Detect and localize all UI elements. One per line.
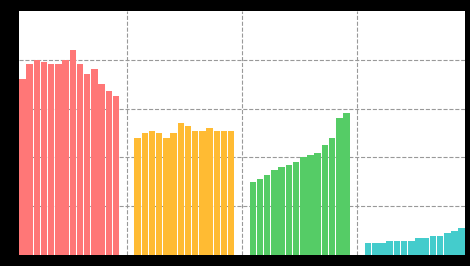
Bar (113, 96, 119, 255)
Bar (199, 131, 206, 255)
Bar (379, 243, 386, 255)
Bar (134, 138, 141, 255)
Bar (386, 241, 393, 255)
Bar (336, 118, 343, 255)
Bar (98, 84, 105, 255)
Bar (141, 133, 148, 255)
Bar (321, 145, 328, 255)
Bar (206, 128, 213, 255)
Bar (372, 243, 378, 255)
Bar (300, 157, 306, 255)
Bar (48, 64, 55, 255)
Bar (365, 243, 371, 255)
Bar (250, 182, 256, 255)
Bar (264, 174, 271, 255)
Bar (178, 123, 184, 255)
Bar (77, 64, 83, 255)
Bar (314, 153, 321, 255)
Bar (415, 238, 422, 255)
Bar (33, 60, 40, 255)
Bar (163, 138, 170, 255)
Bar (70, 50, 76, 255)
Bar (458, 228, 465, 255)
Bar (63, 60, 69, 255)
Bar (84, 74, 90, 255)
Bar (343, 113, 350, 255)
Bar (91, 69, 98, 255)
Bar (221, 131, 227, 255)
Bar (444, 233, 451, 255)
Bar (192, 131, 198, 255)
Bar (293, 162, 299, 255)
Bar (55, 64, 62, 255)
Bar (278, 167, 285, 255)
Bar (394, 241, 400, 255)
Bar (19, 79, 26, 255)
Bar (401, 241, 407, 255)
Bar (185, 126, 191, 255)
Bar (41, 62, 47, 255)
Bar (271, 170, 278, 255)
Bar (408, 241, 415, 255)
Bar (213, 131, 220, 255)
Bar (106, 92, 112, 255)
Bar (26, 64, 33, 255)
Bar (430, 236, 436, 255)
Bar (329, 138, 335, 255)
Bar (423, 238, 429, 255)
Bar (171, 133, 177, 255)
Bar (286, 165, 292, 255)
Bar (149, 131, 155, 255)
Bar (451, 231, 458, 255)
Bar (307, 155, 313, 255)
Bar (156, 133, 163, 255)
Bar (257, 180, 263, 255)
Bar (228, 131, 235, 255)
Bar (437, 236, 443, 255)
